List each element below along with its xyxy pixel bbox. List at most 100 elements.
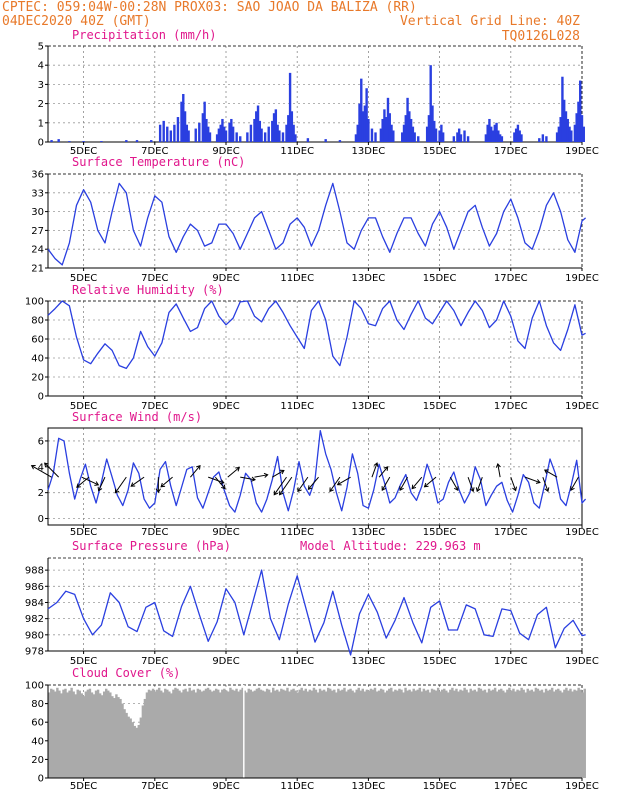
cloud-bar [331, 690, 334, 778]
cloud-bar [52, 689, 55, 778]
cloud-bar [420, 691, 424, 778]
precip-bar [292, 124, 295, 142]
precip-bar [294, 134, 297, 142]
cloud-bar [522, 689, 525, 778]
wind-xtick-label: 19DEC [565, 527, 599, 538]
cloud-bar [455, 688, 458, 778]
cloud-bar [50, 688, 53, 778]
precip-bar [401, 132, 404, 142]
wind-arrow-shaft [449, 476, 459, 491]
cloud-bar [237, 691, 240, 778]
cloud-bar [72, 691, 75, 778]
cloud-bar [369, 688, 373, 778]
cloud-bar [219, 692, 222, 778]
cloud-bar [516, 689, 519, 778]
cloud-bar [166, 689, 169, 778]
wind-series-line [47, 429, 587, 513]
precip-bar [228, 122, 231, 142]
precip-xtick-label: 7DEC [141, 146, 168, 157]
wind-arrow [279, 476, 293, 496]
cloud-bar [581, 692, 584, 778]
cloud-bar [461, 690, 464, 778]
cloud-bar [469, 688, 472, 778]
cloud-bar [390, 687, 393, 778]
precip-xtick-label: 17DEC [494, 146, 528, 157]
rh-ytick-label: 20 [31, 373, 44, 384]
wind-arrow [510, 476, 518, 492]
wind-arrow-shaft [81, 476, 99, 486]
cloud-bar [196, 688, 200, 778]
precip-bar [290, 111, 294, 142]
wind-ytick-label: 0 [38, 514, 44, 525]
cloud-bar [121, 703, 124, 778]
wind-arrow-head [336, 480, 342, 486]
cloud-bar [302, 690, 305, 778]
cloud-ytick-label: 20 [31, 755, 44, 766]
precip-bar [180, 101, 183, 142]
cloud-bar [48, 692, 51, 778]
cloud-bar [314, 689, 318, 778]
cloud-xtick-label: 11DEC [280, 781, 314, 792]
cloud-bar [459, 689, 462, 778]
wind-arrow-head [76, 483, 81, 488]
cloud-bar [367, 690, 371, 778]
cloud-bar [141, 705, 145, 778]
precip-bar [425, 126, 429, 142]
precip-bar [429, 65, 432, 142]
cloud-bar [153, 691, 157, 778]
precip-bar [383, 109, 386, 142]
cloud-bar [131, 722, 134, 778]
cloud-bar [247, 688, 250, 778]
precip-bar [484, 134, 488, 142]
cloud-bar [377, 690, 381, 778]
cloud-bar [392, 691, 395, 778]
precip-bar [559, 117, 562, 142]
cloud-bar [198, 689, 202, 778]
header-model-id: TQ0126L028 [502, 29, 580, 44]
cloud-bar [82, 696, 86, 778]
precip-bar [545, 136, 548, 142]
wind-arrow-head [373, 462, 379, 468]
precip-bar [433, 120, 436, 142]
rh-ytick-label: 60 [31, 335, 44, 346]
cloud-bar [577, 687, 580, 778]
cloud-bar [111, 696, 114, 778]
cloud-bar [92, 694, 96, 778]
cloud-bar [145, 692, 149, 778]
pres-ytick-label: 988 [25, 566, 44, 577]
cloud-bar [432, 689, 436, 778]
cloud-bar [286, 687, 289, 778]
pres-xtick-label: 15DEC [423, 656, 457, 667]
cloud-bar [396, 690, 399, 778]
cloud-xtick-label: 9DEC [212, 781, 239, 792]
cloud-bar [90, 692, 94, 778]
precip-bar [256, 105, 260, 142]
cloud-bar [520, 687, 523, 778]
header-grid-note: Vertical Grid Line: 40Z [400, 14, 580, 29]
cloud-bar [157, 687, 161, 778]
pres-xtick-label: 19DEC [565, 656, 599, 667]
wind-arrow [543, 469, 558, 478]
precip-bar [486, 124, 489, 142]
precip-bar [440, 124, 443, 142]
temp-ytick-label: 33 [31, 188, 44, 199]
precip-bar [575, 113, 578, 142]
precip-bar [541, 134, 545, 142]
cloud-bar [202, 690, 206, 778]
precip-bar [324, 139, 327, 142]
precip-bar [363, 105, 367, 142]
precip-bar [281, 132, 285, 142]
cloud-bar [473, 689, 477, 778]
cloud-xtick-label: 19DEC [565, 781, 599, 792]
pres-ytick-label: 982 [25, 614, 44, 625]
cloud-bar [479, 688, 483, 778]
cloud-bar [68, 690, 71, 778]
cloud-bar [326, 687, 330, 778]
cloud-bar [498, 689, 501, 778]
wind-arrow-head [155, 488, 161, 494]
precip-panel: 0 1 2 3 4 5 5DEC 7DEC 9DEC 11DEC 13DEC 15DEC 17DEC 19… [38, 28, 599, 157]
cloud-bar [306, 691, 310, 778]
cloud-bar [204, 688, 208, 778]
precip-bar [370, 128, 374, 142]
cloud-bar [524, 692, 527, 778]
